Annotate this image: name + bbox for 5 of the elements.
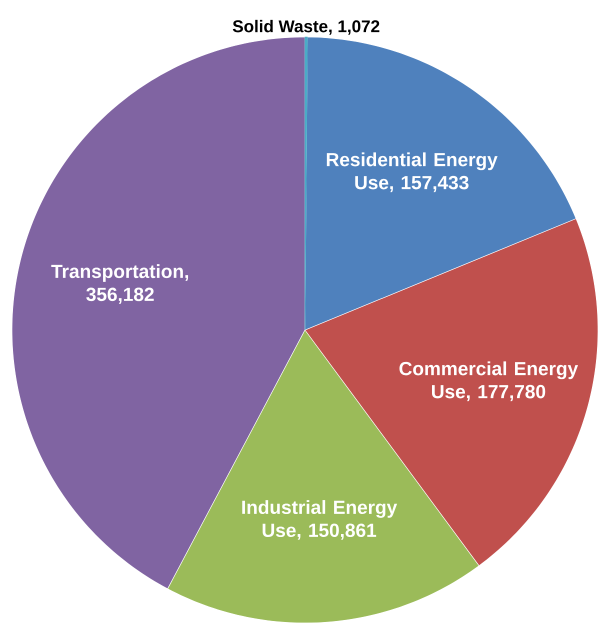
slice-label: Residential Energy Use, 157,433 xyxy=(326,152,498,192)
slice-label: Transportation, 356,182 xyxy=(51,264,188,304)
slice-label: Commercial Energy Use, 177,780 xyxy=(399,361,578,402)
slice-label: Solid Waste, 1,072 xyxy=(232,20,380,35)
slice-label: Industrial Energy Use, 150,861 xyxy=(242,500,397,540)
